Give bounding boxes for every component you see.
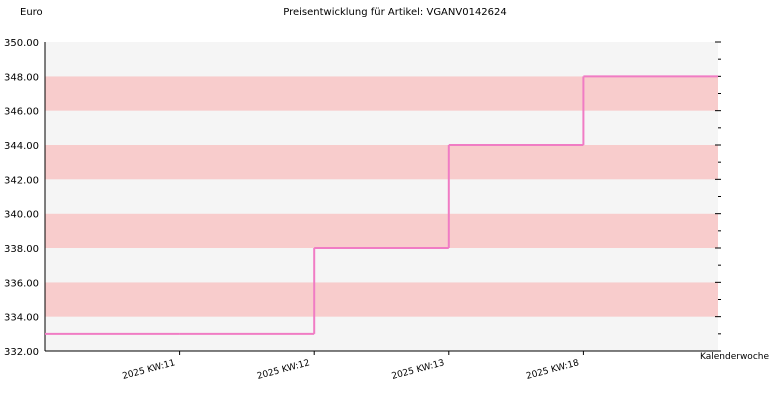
band (45, 42, 718, 77)
y-tick-label: 338.00 (4, 244, 39, 255)
y-tick-label: 336.00 (4, 278, 39, 289)
x-axis-label: Kalenderwoche (700, 352, 769, 362)
band (45, 282, 718, 317)
y-tick-label: 346.00 (4, 107, 39, 118)
y-tick-label: 332.00 (4, 347, 39, 358)
x-tick-label: 2025 KW:18 (525, 358, 580, 382)
y-axis-label: Euro (20, 7, 43, 18)
x-tick-label: 2025 KW:11 (121, 358, 176, 382)
band (45, 179, 718, 214)
y-tick-label: 350.00 (4, 38, 39, 49)
chart-title: Preisentwicklung für Artikel: VGANV01426… (283, 7, 507, 18)
y-tick-label: 340.00 (4, 210, 39, 221)
x-tick-label: 2025 KW:13 (391, 358, 446, 382)
y-tick-label: 348.00 (4, 72, 39, 83)
band (45, 110, 718, 145)
y-tick-label: 342.00 (4, 175, 39, 186)
band (45, 145, 718, 180)
y-tick-label: 344.00 (4, 141, 39, 152)
band (45, 213, 718, 248)
band (45, 248, 718, 283)
y-tick-label: 334.00 (4, 313, 39, 324)
band (45, 76, 718, 111)
x-tick-label: 2025 KW:12 (256, 358, 311, 382)
